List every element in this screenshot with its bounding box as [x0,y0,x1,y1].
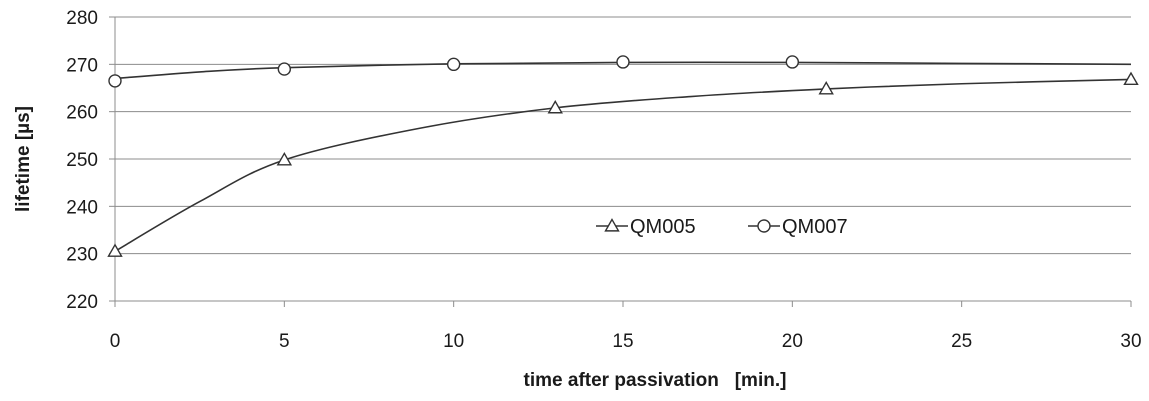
legend-label-qm007: QM007 [782,216,848,238]
point-qm007 [785,55,800,69]
x-tick-label: 20 [782,331,803,352]
curve-qm005 [114,78,1132,252]
y-tick-label: 250 [66,150,98,171]
y-tick-label: 270 [66,55,98,76]
tick-labels: 220 230 240 250 260 270 280 0 5 10 15 20 25 30 [66,8,1141,352]
point-qm007 [616,55,630,69]
y-tick-label: 220 [66,292,98,313]
y-tick-label: 280 [66,8,98,29]
x-tick-label: 15 [612,331,633,352]
point-qm007 [277,62,292,76]
y-tick-label: 240 [66,197,98,218]
x-tick-label: 5 [279,331,290,352]
x-tick-label: 0 [110,331,121,352]
x-tick-label: 30 [1120,331,1141,352]
y-tick-label: 230 [66,245,98,266]
legend-label-qm005: QM005 [630,216,696,238]
point-qm007 [108,74,122,88]
point-qm005 [276,152,293,166]
legend-marker-qm007 [757,219,771,233]
legend-marker-qm005 [604,218,620,232]
x-axis-title: time after passivation [min.] [524,370,787,391]
legend: QM005 QM007 [596,216,848,238]
y-axis-title: lifetime [µs] [13,106,34,212]
curve-qm007 [114,61,1132,80]
x-tick-label: 25 [951,331,972,352]
series-markers [107,55,1139,257]
point-qm005 [818,81,834,95]
point-qm005 [547,99,563,114]
point-qm007 [446,57,461,72]
point-qm005 [1123,71,1139,86]
x-tick-label: 10 [443,331,464,352]
y-tick-label: 260 [66,103,98,124]
series-curves [114,61,1132,252]
point-qm005 [107,243,123,257]
